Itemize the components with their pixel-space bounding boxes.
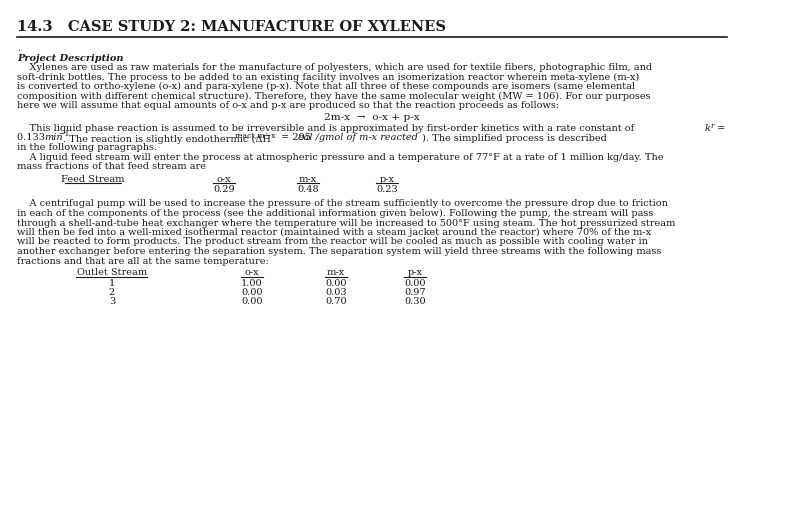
Text: 0.133: 0.133 xyxy=(17,133,48,142)
Text: 1: 1 xyxy=(109,278,115,288)
Text: r: r xyxy=(710,122,714,131)
Text: composition with different chemical structure). Therefore, they have the same mo: composition with different chemical stru… xyxy=(17,91,650,101)
Text: p-x: p-x xyxy=(380,174,394,184)
Text: 0.03: 0.03 xyxy=(325,288,346,297)
Text: . The reaction is slightly endothermic (ΔĤ: . The reaction is slightly endothermic (… xyxy=(63,133,271,144)
Text: Outlet Stream: Outlet Stream xyxy=(77,268,147,277)
Text: through a shell-and-tube heat exchanger where the temperature will be increased : through a shell-and-tube heat exchanger … xyxy=(17,218,675,227)
Text: will then be fed into a well-mixed isothermal reactor (maintained with a steam j: will then be fed into a well-mixed isoth… xyxy=(17,228,651,237)
Text: another exchanger before entering the separation system. The separation system w: another exchanger before entering the se… xyxy=(17,247,662,256)
Text: Feed Stream: Feed Stream xyxy=(61,174,125,184)
Text: 0.00: 0.00 xyxy=(241,288,263,297)
Text: A liquid feed stream will enter the process at atmospheric pressure and a temper: A liquid feed stream will enter the proc… xyxy=(17,152,663,162)
Text: min: min xyxy=(44,133,62,142)
Text: is converted to ortho-xylene (o-x) and para-xylene (p-x). Note that all three of: is converted to ortho-xylene (o-x) and p… xyxy=(17,82,634,91)
Text: p-x: p-x xyxy=(408,268,422,277)
Text: react,m−x: react,m−x xyxy=(235,131,276,140)
Text: 0.97: 0.97 xyxy=(404,288,426,297)
Text: fractions and that are all at the same temperature:: fractions and that are all at the same t… xyxy=(17,257,269,266)
Text: 2m-x  →  o-x + p-x: 2m-x → o-x + p-x xyxy=(324,112,420,121)
Text: k: k xyxy=(705,124,711,133)
Text: 2: 2 xyxy=(109,288,115,297)
Text: 0.00: 0.00 xyxy=(405,278,425,288)
Text: Xylenes are used as raw materials for the manufacture of polyesters, which are u: Xylenes are used as raw materials for th… xyxy=(17,63,652,72)
Text: m-x: m-x xyxy=(298,174,317,184)
Text: o-x: o-x xyxy=(216,174,231,184)
Text: 0.30: 0.30 xyxy=(404,298,426,307)
Text: 14.3   CASE STUDY 2: MANUFACTURE OF XYLENES: 14.3 CASE STUDY 2: MANUFACTURE OF XYLENE… xyxy=(17,20,446,34)
Text: here we will assume that equal amounts of o-x and p-x are produced so that the r: here we will assume that equal amounts o… xyxy=(17,101,559,110)
Text: cal /gmol of m-x reacted: cal /gmol of m-x reacted xyxy=(298,133,418,142)
Text: This liquid phase reaction is assumed to be irreversible and is approximated by : This liquid phase reaction is assumed to… xyxy=(17,124,637,133)
Text: 0.48: 0.48 xyxy=(297,185,318,194)
Text: soft-drink bottles. The process to be added to an existing facility involves an : soft-drink bottles. The process to be ad… xyxy=(17,72,639,81)
Text: m-x: m-x xyxy=(326,268,345,277)
Text: in the following paragraphs.: in the following paragraphs. xyxy=(17,143,157,152)
Text: ). The simplified process is described: ). The simplified process is described xyxy=(422,133,607,143)
Text: 3: 3 xyxy=(109,298,115,307)
Text: .: . xyxy=(17,44,20,53)
Text: o-x: o-x xyxy=(244,268,259,277)
Text: −1: −1 xyxy=(57,131,69,139)
Text: 0.29: 0.29 xyxy=(213,185,235,194)
Text: A centrifugal pump will be used to increase the pressure of the stream sufficien: A centrifugal pump will be used to incre… xyxy=(17,200,668,208)
Text: in each of the components of the process (see the additional information given b: in each of the components of the process… xyxy=(17,209,653,218)
Text: 0.70: 0.70 xyxy=(325,298,346,307)
Text: 1.00: 1.00 xyxy=(241,278,263,288)
Text: will be reacted to form products. The product stream from the reactor will be co: will be reacted to form products. The pr… xyxy=(17,237,648,247)
Text: = 295: = 295 xyxy=(278,133,314,142)
Text: 0.23: 0.23 xyxy=(376,185,398,194)
Text: Project Description: Project Description xyxy=(17,54,123,63)
Text: 0.00: 0.00 xyxy=(241,298,263,307)
Text: 0.00: 0.00 xyxy=(325,278,346,288)
Text: =: = xyxy=(714,124,725,133)
Text: mass fractions of that feed stream are: mass fractions of that feed stream are xyxy=(17,162,206,171)
